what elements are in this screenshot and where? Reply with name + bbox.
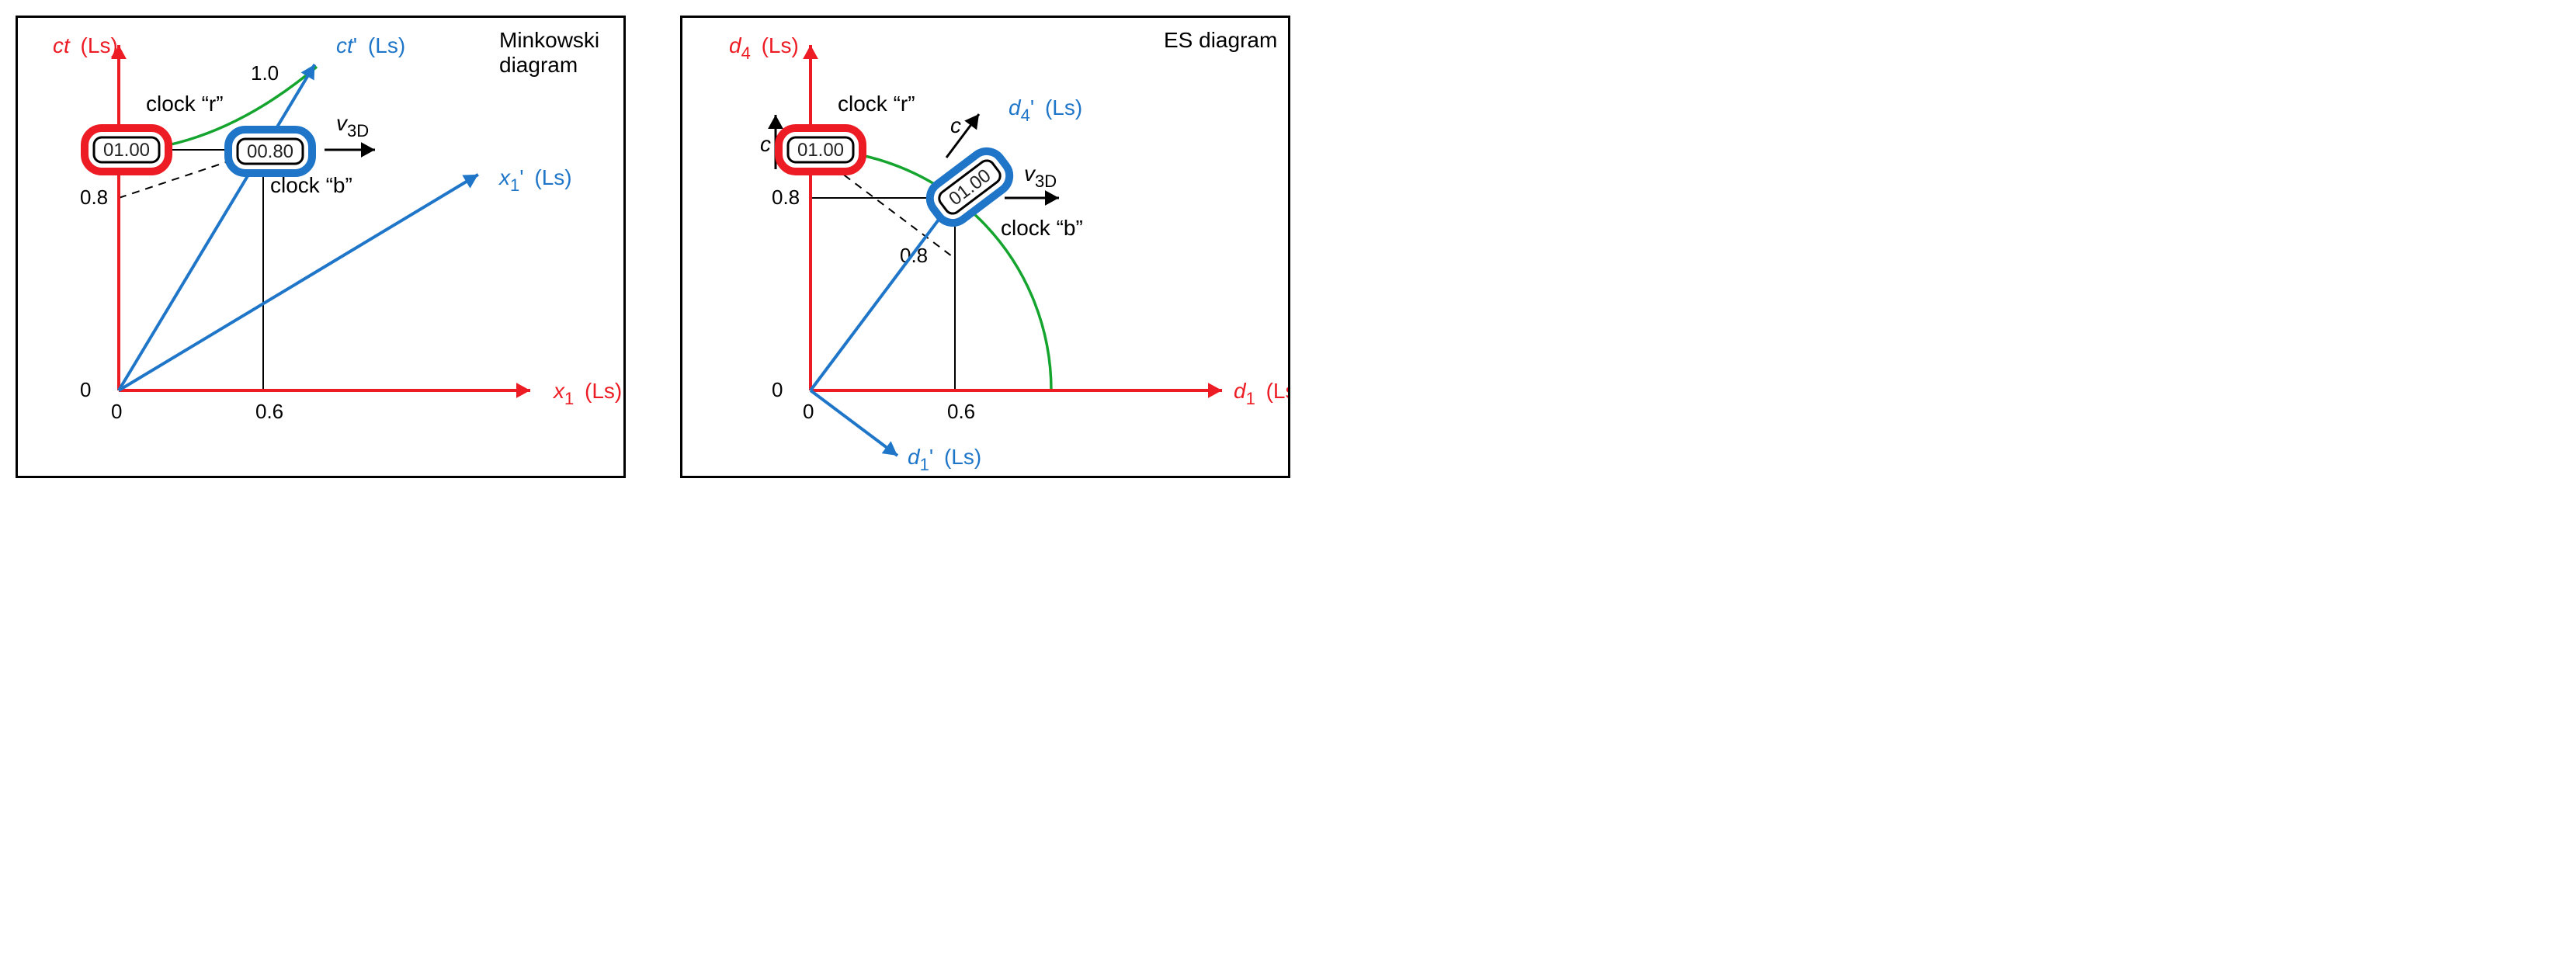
v3d-label: v3D	[1024, 161, 1057, 191]
v3d-label: v3D	[336, 111, 369, 140]
svg-text:d4' (Ls): d4' (Ls)	[1009, 95, 1082, 125]
arrowhead	[803, 45, 818, 59]
panel-es: 0.8d4 (Ls)d1 (Ls)d4' (Ls)d1' (Ls)00.800.…	[680, 16, 1290, 478]
c-label-1: c	[950, 113, 961, 137]
svg-text:x1' (Ls): x1' (Ls)	[498, 165, 572, 195]
svg-text:d4 (Ls): d4 (Ls)	[729, 33, 799, 63]
xtick-0: 0	[803, 400, 814, 423]
clock-r: 01.00	[779, 128, 863, 172]
panel-minkowski: ct (Ls)x1 (Ls)ct' (Ls)x1' (Ls)00.800.61.…	[16, 16, 626, 478]
arrowhead	[1208, 383, 1222, 398]
c-label-0: c	[760, 132, 771, 156]
clock-r-reading: 01.00	[103, 140, 150, 161]
clock-b-reading: 00.80	[247, 141, 293, 162]
clock-b-label: clock “b”	[1001, 216, 1083, 240]
clock-r-reading: 01.00	[797, 140, 844, 161]
arrowhead	[361, 142, 375, 158]
ytick-0: 0	[772, 378, 783, 401]
arrowhead	[1045, 190, 1059, 206]
ytick-0.8: 0.8	[80, 186, 108, 209]
panel-title-line-0: Minkowski	[499, 28, 599, 52]
xtick-0.6: 0.6	[947, 400, 975, 423]
clock-r-label: clock “r”	[838, 92, 915, 116]
ytick-0: 0	[80, 378, 91, 401]
ytick-0.8: 0.8	[772, 186, 800, 209]
arrowhead	[768, 115, 783, 129]
panel-title-line-0: ES diagram	[1164, 28, 1277, 52]
svg-text:x1 (Ls): x1 (Ls)	[552, 379, 622, 408]
arrowhead	[882, 441, 897, 456]
x1_prime-axis	[119, 175, 478, 390]
arrowhead	[964, 114, 979, 130]
clock-r: 01.00	[85, 128, 168, 172]
panel-title-line-1: diagram	[499, 53, 578, 77]
svg-text:d1' (Ls): d1' (Ls)	[908, 445, 981, 474]
svg-text:d1 (Ls): d1 (Ls)	[1234, 379, 1288, 408]
tick-1.0: 1.0	[251, 61, 279, 85]
clock-r-label: clock “r”	[146, 92, 224, 116]
arrowhead	[516, 383, 530, 398]
svg-text:ct' (Ls): ct' (Ls)	[336, 33, 405, 57]
d1_prime-axis	[811, 390, 897, 456]
clock-b-label: clock “b”	[270, 173, 352, 197]
xtick-0: 0	[111, 400, 122, 423]
xtick-0.6: 0.6	[255, 400, 283, 423]
svg-text:ct (Ls): ct (Ls)	[53, 33, 118, 57]
clock-b: 00.80	[228, 130, 312, 173]
